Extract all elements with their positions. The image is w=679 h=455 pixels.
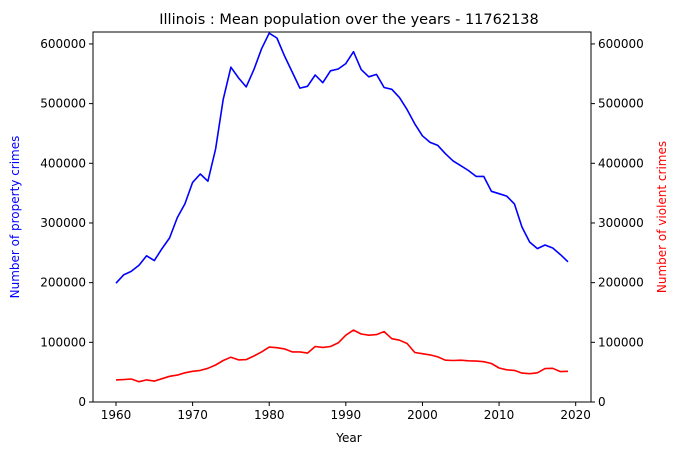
y-tick-label-right: 0 [598, 395, 606, 409]
y-tick-label-right: 200000 [598, 276, 644, 290]
y-tick-label-left: 100000 [40, 335, 86, 349]
x-tick-label: 1960 [101, 408, 132, 422]
y-tick-label-left: 400000 [40, 156, 86, 170]
y-tick-label-right: 500000 [598, 97, 644, 111]
x-tick-label: 2010 [484, 408, 515, 422]
y-tick-label-right: 400000 [598, 156, 644, 170]
y-tick-label-left: 200000 [40, 276, 86, 290]
x-tick-label: 2000 [407, 408, 438, 422]
y-tick-label-right: 300000 [598, 216, 644, 230]
series-line-violent-crimes [115, 329, 569, 383]
x-tick-label: 2020 [560, 408, 591, 422]
x-axis-label: Year [335, 431, 361, 445]
y-tick-label-left: 0 [78, 395, 86, 409]
plot-marks: 1960 1970 1980 1990 2000 2010 2020 0 0 100000 1000… [40, 32, 644, 422]
y-tick-label-left: 300000 [40, 216, 86, 230]
chart-title: Illinois : Mean population over the year… [159, 12, 539, 28]
y-tick-label-left: 600000 [40, 37, 86, 51]
x-tick-label: 1970 [177, 408, 208, 422]
y-axis-label-right: Number of violent crimes [655, 141, 669, 293]
y-tick-label-right: 600000 [598, 37, 644, 51]
series-line-property-crimes [115, 32, 569, 284]
plot-frame [92, 31, 592, 403]
y-tick-label-right: 100000 [598, 335, 644, 349]
x-tick-label: 1980 [254, 408, 285, 422]
x-tick-label: 1990 [331, 408, 362, 422]
y-axis-label-left: Number of property crimes [8, 136, 22, 299]
y-tick-label-left: 500000 [40, 97, 86, 111]
